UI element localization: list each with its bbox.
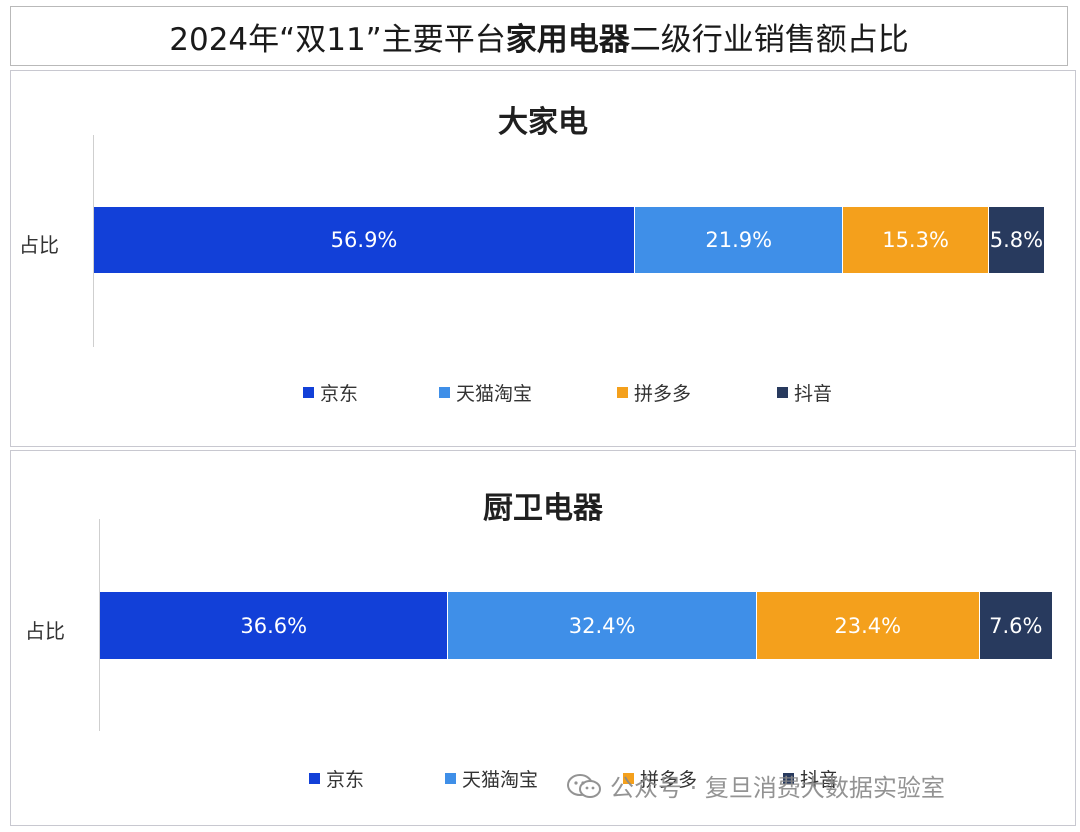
data-label: 15.3% <box>882 228 949 252</box>
legend-label: 拼多多 <box>634 383 692 405</box>
y-axis-line <box>99 519 100 731</box>
bar-segment: 7.6% <box>979 592 1052 659</box>
legend-item: 天猫淘宝 <box>439 379 532 406</box>
data-label: 7.6% <box>989 613 1043 638</box>
legend-item: 拼多多 <box>617 379 691 406</box>
legend-label: 天猫淘宝 <box>456 383 533 405</box>
data-label: 32.4% <box>568 613 636 638</box>
legend-swatch <box>617 387 628 398</box>
legend-item: 天猫淘宝 <box>445 765 538 792</box>
bar-segment: 21.9% <box>635 207 844 273</box>
legend-label: 抖音 <box>794 383 833 405</box>
legend-item: 京东 <box>303 379 358 406</box>
stacked-bar: 56.9% 21.9% 15.3% 5.8% <box>94 207 1044 273</box>
legend-swatch <box>445 773 456 784</box>
legend-swatch <box>783 773 794 784</box>
legend-label: 京东 <box>326 769 365 791</box>
legend-swatch <box>623 773 634 784</box>
legend-swatch <box>309 773 320 784</box>
legend-label: 抖音 <box>800 769 839 791</box>
chart-title: 厨卫电器 <box>483 491 603 526</box>
legend: 京东 天猫淘宝 拼多多 抖音 <box>11 371 1077 411</box>
legend-item: 抖音 <box>777 379 832 406</box>
watermark: 公众号 · 复旦消费大数据实验室 <box>566 768 945 803</box>
category-label: 占比 <box>19 233 59 257</box>
legend-swatch <box>777 387 788 398</box>
title-bold: 家用电器 <box>505 21 630 58</box>
bar-segment: 23.4% <box>756 592 980 659</box>
title-suffix: 二级行业销售额占比 <box>629 21 909 58</box>
bar-segment: 56.9% <box>94 207 636 273</box>
page-title: 2024年“双11”主要平台 家用电器 二级行业销售额占比 <box>10 6 1068 66</box>
bar-segment: 32.4% <box>448 592 757 659</box>
data-label: 56.9% <box>330 228 398 252</box>
chart-panel-large-appliances: 大家电 占比 56.9% 21.9% 15.3% 5.8% 京东 天猫淘宝 拼多多 抖音 <box>10 70 1076 447</box>
legend-item: 京东 <box>309 765 364 792</box>
legend-item: 拼多多 <box>623 765 697 792</box>
bar-segment: 5.8% <box>988 207 1044 273</box>
wechat-icon <box>567 773 601 798</box>
chart-panel-kitchen-appliances: 厨卫电器 占比 36.6% 32.4% 23.4% 7.6% 京东 天猫淘宝 拼多多 抖音 <box>10 450 1076 826</box>
legend-item: 抖音 <box>783 765 838 792</box>
watermark-text: 公众号 · 复旦消费大数据实验室 <box>610 774 945 802</box>
legend-label: 天猫淘宝 <box>462 769 539 791</box>
bar-segment: 36.6% <box>100 592 449 659</box>
legend-label: 拼多多 <box>640 769 698 791</box>
legend-swatch <box>439 387 450 398</box>
data-label: 36.6% <box>240 613 308 638</box>
legend-label: 京东 <box>320 383 359 405</box>
data-label: 5.8% <box>989 228 1044 252</box>
y-axis-line <box>93 135 94 347</box>
bar-segment: 15.3% <box>843 207 989 273</box>
category-label: 占比 <box>25 619 65 643</box>
legend-swatch <box>303 387 314 398</box>
stacked-bar: 36.6% 32.4% 23.4% 7.6% <box>100 592 1052 659</box>
title-prefix: 2024年“双11”主要平台 <box>169 21 506 58</box>
data-label: 21.9% <box>705 228 773 252</box>
legend: 京东 天猫淘宝 拼多多 抖音 <box>11 757 1077 797</box>
chart-title: 大家电 <box>498 105 588 140</box>
data-label: 23.4% <box>834 613 902 638</box>
